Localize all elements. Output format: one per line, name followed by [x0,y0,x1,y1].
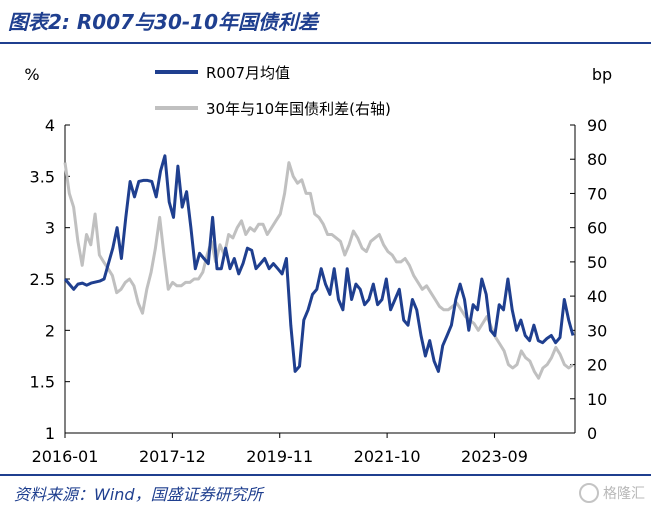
watermark-logo-icon [579,483,599,503]
right-tick-label: 80 [587,150,607,169]
x-tick-label: 2017-12 [139,447,206,466]
left-tick-label: 3.5 [30,167,55,186]
title-divider [0,42,651,44]
right-tick-label: 60 [587,219,607,238]
left-tick-labels: 1 1.5 2 2.5 3 3.5 4 [30,116,70,443]
right-unit-label: bp [592,65,612,84]
left-unit-label: % [24,65,39,84]
left-tick-label: 4 [45,116,55,135]
legend-label-r007: R007月均值 [206,64,290,82]
source-divider [0,474,651,476]
legend-label-spread: 30年与10年国债利差(右轴) [206,100,391,118]
x-tick-label: 2016-01 [32,447,99,466]
watermark-text: 格隆汇 [603,486,645,502]
series-line-r007 [63,154,575,373]
left-tick-label: 1 [45,424,55,443]
right-tick-label: 20 [587,356,607,375]
right-tick-label: 50 [587,253,607,272]
right-tick-label: 10 [587,390,607,409]
chart: % bp R007月均值 30年与10年国债利差(右轴) 1 1.5 2 2.5 3 3.… [24,64,612,466]
left-tick-label: 2 [45,321,55,340]
left-tick-label: 2.5 [30,270,55,289]
x-tick-label: 2019-11 [246,447,313,466]
left-tick-label: 1.5 [30,373,55,392]
right-tick-label: 70 [587,184,607,203]
chart-title: 图表2: R007与30-10年国债利差 [8,10,318,34]
x-tick-label: 2023-09 [461,447,528,466]
right-tick-label: 0 [587,424,597,443]
right-tick-labels: 0 10 20 30 40 50 60 70 80 90 [570,116,607,443]
source-note: 资料来源：Wind，国盛证券研究所 [14,485,263,504]
right-tick-label: 30 [587,321,607,340]
x-tick-labels: 2016-01 2017-12 2019-11 2021-10 2023-09 [32,433,528,466]
series-line-spread [63,161,574,380]
right-tick-label: 90 [587,116,607,135]
legend: R007月均值 30年与10年国债利差(右轴) [155,64,391,118]
left-tick-label: 3 [45,219,55,238]
watermark: 格隆汇 [579,483,645,503]
x-tick-label: 2021-10 [354,447,421,466]
right-tick-label: 40 [587,287,607,306]
